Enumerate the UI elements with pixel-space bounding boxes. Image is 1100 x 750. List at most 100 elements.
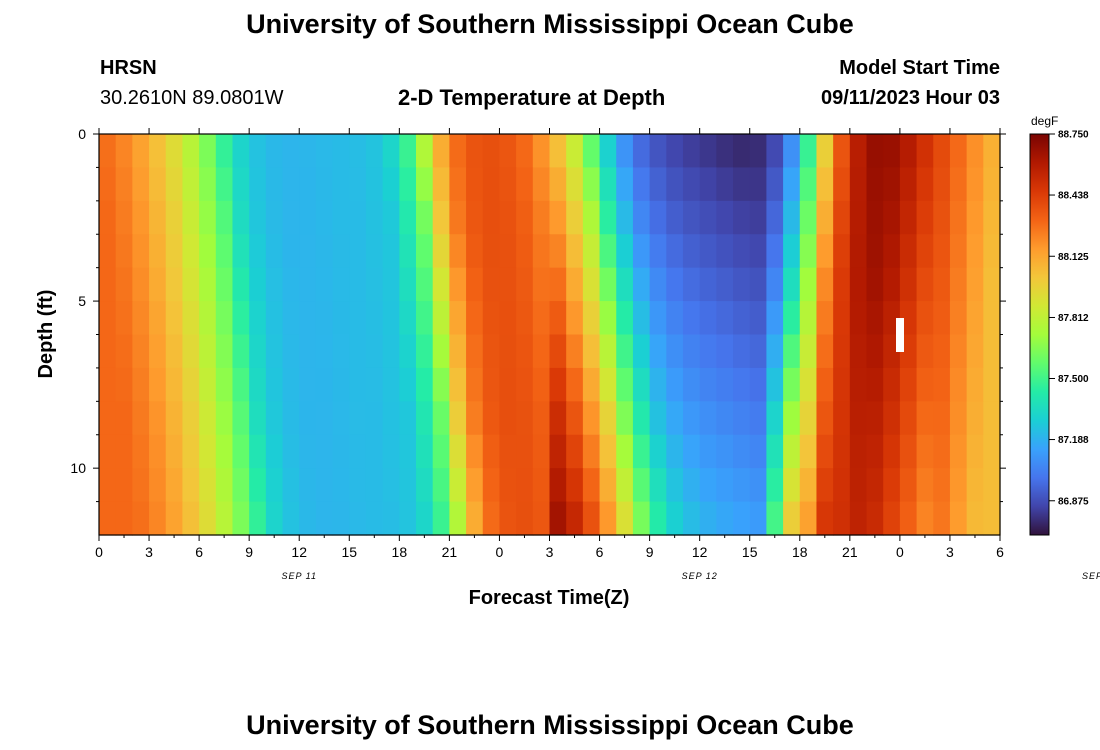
heatmap-cell (349, 334, 367, 369)
heatmap-cell (365, 167, 384, 202)
temperature-depth-chart: 0 3 6 9 12 15 18 21 0 3 6 9 12 15 18 21 0 3 6 0 5 10 Depth (… (35, 114, 1100, 609)
heatmap-cell (682, 267, 701, 302)
heatmap-cell (949, 501, 968, 536)
heatmap-cell (916, 401, 934, 436)
heatmap-cell (599, 301, 617, 336)
heatmap-cell (249, 367, 267, 402)
heatmap-cell (966, 134, 984, 169)
page-title: University of Southern Mississippi Ocean… (246, 9, 854, 39)
date-labels: SEP 11 SEP 12 SEP 13 (281, 571, 1100, 581)
heatmap-cell (315, 501, 334, 536)
heatmap-cell (549, 267, 567, 302)
heatmap-cell (149, 267, 167, 302)
heatmap-cell (799, 267, 818, 302)
heatmap-cell (649, 334, 667, 369)
heatmap-cell (132, 334, 150, 369)
heatmap-cell (232, 468, 250, 503)
heatmap-cell (232, 267, 250, 302)
heatmap-cell (182, 334, 200, 369)
colorbar-tick-label: 87.188 (1058, 435, 1089, 446)
heatmap-cell (416, 267, 434, 302)
heatmap-cell (599, 200, 617, 235)
heatmap-cell (666, 468, 684, 503)
heatmap-cell (482, 334, 501, 369)
heatmap-cell (933, 134, 951, 169)
heatmap-cell (666, 401, 684, 436)
heatmap-cell (649, 434, 667, 469)
heatmap-cell (949, 234, 968, 269)
heatmap-cell (883, 501, 901, 536)
heatmap-cell (716, 167, 734, 202)
heatmap-cell (966, 501, 984, 536)
heatmap-cell (249, 267, 267, 302)
heatmap-cell (616, 234, 634, 269)
heatmap-cell (382, 301, 400, 336)
heatmap-cell (132, 200, 150, 235)
heatmap-cell (916, 334, 934, 369)
heatmap-cell (332, 501, 350, 536)
heatmap-cell (599, 434, 617, 469)
heatmap-cell (432, 134, 450, 169)
heatmap-cell (449, 200, 467, 235)
heatmap-cell (616, 267, 634, 302)
heatmap-cell (916, 134, 934, 169)
heatmap-cell (282, 267, 300, 302)
heatmap-cell (883, 468, 901, 503)
heatmap-cell (449, 334, 467, 369)
heatmap-cell (349, 301, 367, 336)
heatmap-cell (799, 134, 818, 169)
heatmap-cell (449, 434, 467, 469)
heatmap-cell (783, 200, 801, 235)
heatmap-cell (332, 434, 350, 469)
heatmap-cell (365, 401, 384, 436)
heatmap-cell (632, 267, 651, 302)
heatmap-cell (332, 468, 350, 503)
heatmap-cell (282, 401, 300, 436)
heatmap-cell (165, 167, 184, 202)
heatmap-cell (649, 401, 667, 436)
heatmap-cell (249, 134, 267, 169)
heatmap-cell (733, 167, 751, 202)
heatmap-cell (132, 401, 150, 436)
heatmap-cell (149, 301, 167, 336)
heatmap-cell (966, 167, 984, 202)
heatmap-cell (983, 267, 1001, 302)
heatmap-cell (566, 501, 584, 536)
heatmap-cell (816, 167, 834, 202)
heatmap-cell (532, 434, 551, 469)
heatmap-cell (766, 267, 784, 302)
heatmap-cell (99, 134, 117, 169)
heatmap-cell (399, 334, 417, 369)
heatmap-cell (432, 301, 450, 336)
heatmap-cell (416, 501, 434, 536)
heatmap-cell (466, 134, 484, 169)
heatmap-cell (299, 234, 317, 269)
heatmap-cell (549, 434, 567, 469)
heatmap-cell (149, 468, 167, 503)
heatmap-cell (766, 301, 784, 336)
heatmap-cell (916, 167, 934, 202)
heatmap-cell (99, 367, 117, 402)
heatmap-cell (199, 501, 217, 536)
heatmap-cell (132, 267, 150, 302)
heatmap-cell (499, 167, 517, 202)
heatmap-cell (682, 367, 701, 402)
heatmap-cell (115, 234, 133, 269)
heatmap-cell (799, 200, 818, 235)
y-tick-label: 5 (78, 293, 86, 309)
heatmap-cell (582, 501, 601, 536)
heatmap-cell (165, 301, 184, 336)
heatmap-cell (299, 468, 317, 503)
heatmap-cell (365, 200, 384, 235)
heatmap-cell (99, 267, 117, 302)
heatmap-cell (666, 267, 684, 302)
x-tick-label: 12 (291, 544, 307, 560)
y-tick-label: 0 (78, 126, 86, 142)
heatmap-cell (232, 334, 250, 369)
heatmap-cell (933, 468, 951, 503)
heatmap-cell (949, 401, 968, 436)
heatmap-cell (799, 468, 818, 503)
heatmap-cell (883, 434, 901, 469)
heatmap-cell (866, 334, 884, 369)
heatmap-cell (382, 367, 400, 402)
